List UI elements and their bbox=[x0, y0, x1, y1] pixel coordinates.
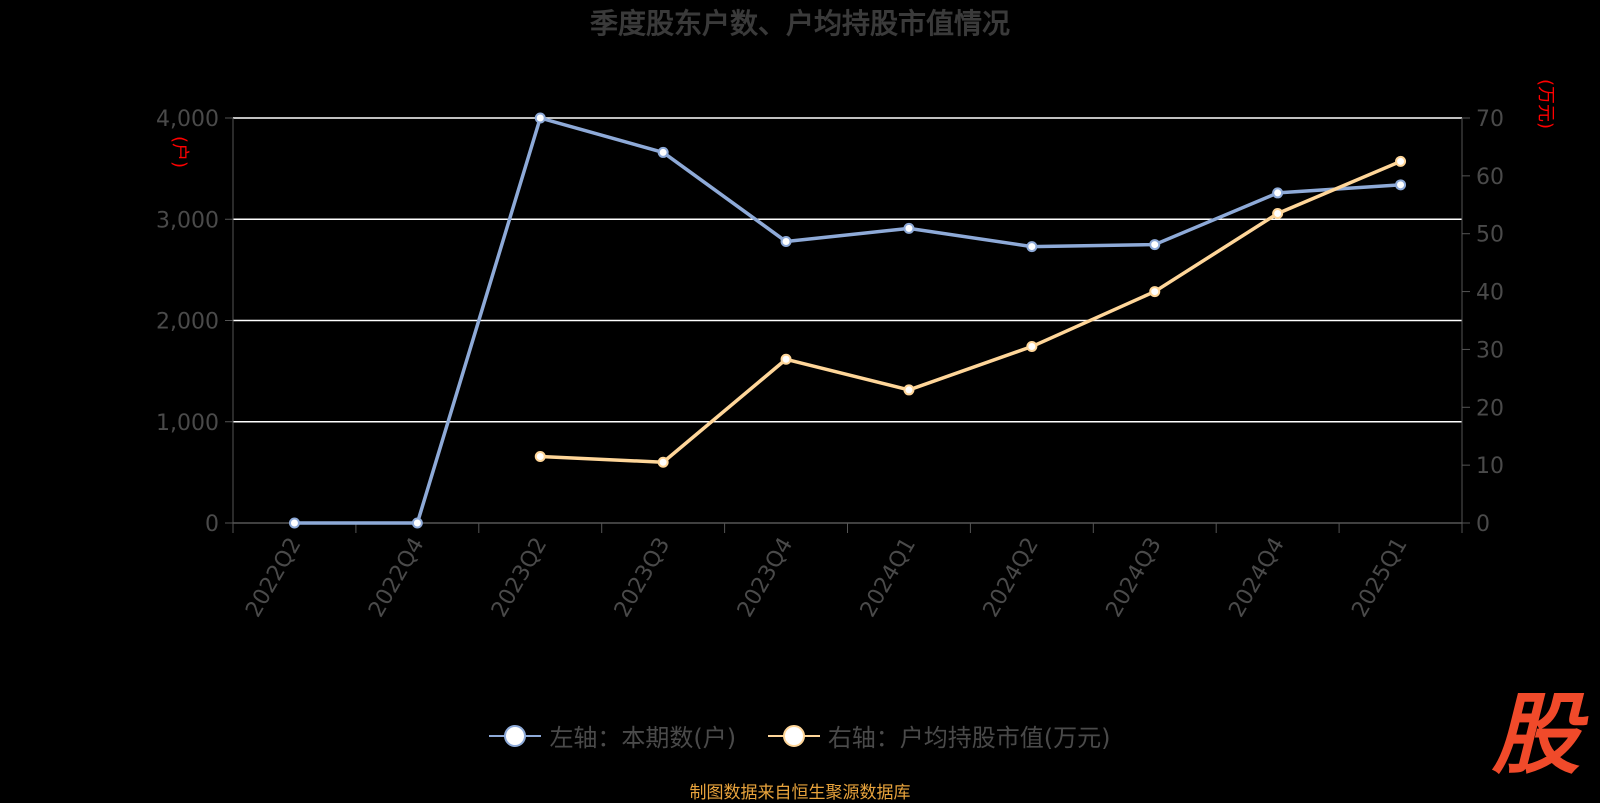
x-axis-tick-label: 2022Q4 bbox=[364, 534, 429, 622]
left-axis-tick-label: 4,000 bbox=[156, 107, 219, 132]
legend-marker-series-2 bbox=[767, 724, 820, 747]
legend-item-series-1[interactable]: 左轴：本期数(户) bbox=[489, 718, 736, 753]
right-axis-tick-label: 50 bbox=[1476, 223, 1504, 248]
data-point-series-2 bbox=[903, 384, 915, 396]
right-axis-tick-label: 20 bbox=[1476, 396, 1504, 421]
chart-title: 季度股东户数、户均持股市值情况 bbox=[589, 7, 1010, 40]
data-points bbox=[288, 112, 1407, 529]
legend-marker-series-1 bbox=[489, 724, 542, 747]
data-point-series-2 bbox=[780, 353, 792, 365]
data-point-series-2 bbox=[657, 456, 669, 468]
data-point-series-1 bbox=[411, 517, 423, 529]
x-axis-tick-label: 2022Q2 bbox=[241, 534, 306, 622]
data-point-series-1 bbox=[780, 236, 792, 248]
series-line-2 bbox=[540, 159, 1402, 464]
left-axis-tick-label: 1,000 bbox=[156, 411, 219, 436]
data-point-series-2 bbox=[1395, 155, 1407, 167]
left-axis-tick-label: 2,000 bbox=[156, 310, 219, 335]
x-axis-tick-label: 2023Q2 bbox=[487, 534, 552, 622]
data-point-series-1 bbox=[903, 222, 915, 234]
series-lines bbox=[294, 116, 1402, 525]
gridlines bbox=[233, 117, 1462, 423]
data-source-note: 制图数据来自恒生聚源数据库 bbox=[689, 783, 911, 803]
x-axis-tick-label: 2024Q1 bbox=[856, 534, 921, 622]
data-point-series-2 bbox=[1026, 341, 1038, 353]
x-axis-tick-label: 2024Q4 bbox=[1224, 534, 1289, 622]
x-axis-tick-label: 2024Q3 bbox=[1102, 534, 1167, 622]
right-axis-tick-label: 10 bbox=[1476, 454, 1504, 479]
data-point-series-1 bbox=[534, 112, 546, 124]
data-point-series-1 bbox=[288, 517, 300, 529]
right-axis-tick-label: 30 bbox=[1476, 338, 1504, 363]
brand-logo: 股 bbox=[1491, 682, 1580, 786]
data-point-series-1 bbox=[1272, 187, 1284, 199]
data-point-series-1 bbox=[657, 146, 669, 158]
x-axis-tick-label: 2023Q3 bbox=[610, 534, 675, 622]
data-point-series-2 bbox=[534, 450, 546, 462]
series-line-1 bbox=[294, 116, 1401, 525]
data-point-series-1 bbox=[1026, 241, 1038, 253]
legend-label-series-1: 左轴：本期数(户) bbox=[549, 724, 737, 752]
axes bbox=[225, 117, 1470, 533]
left-axis-tick-label: 0 bbox=[205, 512, 219, 537]
tick-labels: 0 1,000 2,000 3,000 4,000 0 10 20 30 40 50 60 70 2022… bbox=[156, 79, 1556, 622]
data-point-series-1 bbox=[1395, 179, 1407, 191]
data-point-series-2 bbox=[1149, 286, 1161, 298]
data-point-series-1 bbox=[1149, 239, 1161, 251]
right-axis-tick-label: 70 bbox=[1476, 107, 1504, 132]
right-axis-tick-label: 60 bbox=[1476, 165, 1504, 190]
x-axis-tick-label: 2025Q1 bbox=[1347, 534, 1412, 622]
left-axis-unit-label: (户) bbox=[169, 136, 190, 168]
left-axis-tick-label: 3,000 bbox=[156, 208, 219, 233]
right-axis-tick-label: 0 bbox=[1476, 512, 1490, 537]
right-axis-unit-label: (万元) bbox=[1535, 79, 1556, 129]
legend: 左轴：本期数(户) 右轴：户均持股市值(万元) bbox=[0, 718, 1600, 754]
legend-label-series-2: 右轴：户均持股市值(万元) bbox=[827, 724, 1111, 752]
x-axis-tick-label: 2023Q4 bbox=[733, 534, 798, 622]
right-axis-tick-label: 40 bbox=[1476, 281, 1504, 306]
legend-item-series-2[interactable]: 右轴：户均持股市值(万元) bbox=[767, 718, 1111, 753]
x-axis-tick-label: 2024Q2 bbox=[979, 534, 1044, 622]
data-point-series-2 bbox=[1272, 207, 1284, 219]
